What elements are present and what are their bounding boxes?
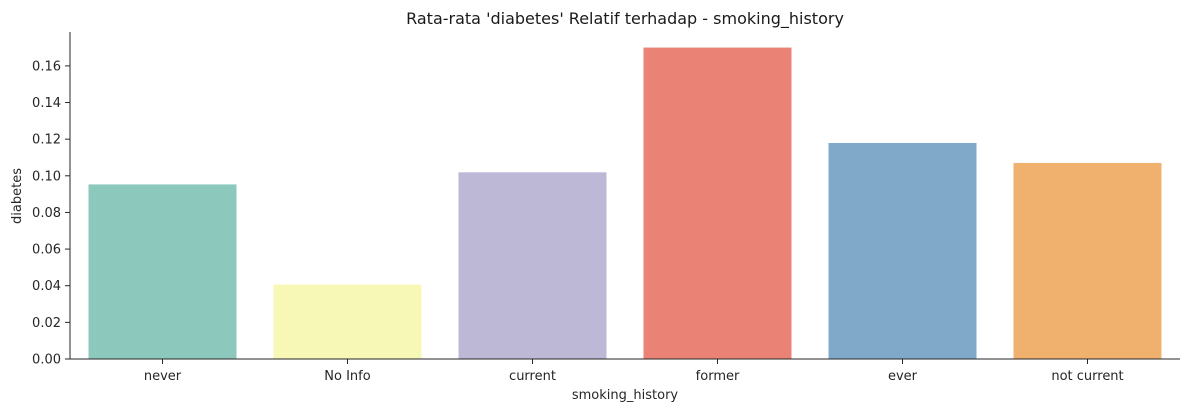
bar-no-info <box>273 284 422 359</box>
y-tick-label: 0.14 <box>32 96 61 111</box>
bar-former <box>643 47 792 359</box>
bar-not-current <box>1013 162 1162 359</box>
bar-ever <box>828 143 977 359</box>
y-tick-label: 0.08 <box>32 206 61 221</box>
y-tick-label: 0.06 <box>32 243 61 258</box>
x-tick-label: not current <box>1051 369 1123 384</box>
x-tick-label: No Info <box>324 369 370 384</box>
chart-title: Rata-rata 'diabetes' Relatif terhadap - … <box>406 9 844 29</box>
bar-never <box>88 184 237 359</box>
y-tick-label: 0.12 <box>32 133 61 148</box>
x-axis: never No Info current former ever not current <box>144 359 1124 384</box>
x-tick-label: former <box>696 369 740 384</box>
x-axis-label: smoking_history <box>572 388 679 403</box>
y-tick-label: 0.04 <box>32 279 61 294</box>
x-tick-label: never <box>144 369 182 384</box>
y-tick-label: 0.02 <box>32 316 61 331</box>
y-tick-label: 0.16 <box>32 59 61 74</box>
x-tick-label: current <box>509 369 556 384</box>
y-axis: 0.00 0.02 0.04 0.06 0.08 0.10 0.12 0.14 0.16 <box>32 59 70 368</box>
y-axis-label: diabetes <box>10 168 25 224</box>
bars-group <box>88 47 1162 359</box>
y-tick-label: 0.10 <box>32 169 61 184</box>
bar-current <box>458 172 607 359</box>
x-tick-label: ever <box>888 369 918 384</box>
y-tick-label: 0.00 <box>32 353 61 368</box>
